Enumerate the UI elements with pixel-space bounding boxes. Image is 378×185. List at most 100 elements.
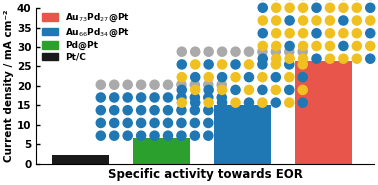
Bar <box>214 105 271 164</box>
Point <box>206 50 212 53</box>
Point <box>165 96 171 99</box>
Point <box>259 50 265 53</box>
Point <box>98 83 104 86</box>
Point <box>206 63 212 66</box>
Point <box>138 83 144 86</box>
Point <box>286 76 292 79</box>
Point <box>273 32 279 35</box>
Point <box>179 101 185 104</box>
Point <box>125 134 131 137</box>
Point <box>354 6 360 9</box>
Point <box>259 88 265 91</box>
Point <box>340 6 346 9</box>
Point <box>232 88 239 91</box>
Point <box>313 6 319 9</box>
Point <box>192 76 198 79</box>
Point <box>206 101 212 104</box>
Point <box>192 101 198 104</box>
Point <box>354 32 360 35</box>
Bar <box>133 138 190 164</box>
Point <box>367 19 373 22</box>
Point <box>367 44 373 47</box>
Point <box>178 109 184 112</box>
Point <box>313 44 319 47</box>
Point <box>152 83 158 86</box>
Point <box>273 19 279 22</box>
Point <box>192 83 198 86</box>
Point <box>273 57 279 60</box>
Point <box>286 63 292 66</box>
Point <box>300 63 306 66</box>
Point <box>165 122 171 125</box>
Point <box>111 109 117 112</box>
Point <box>138 122 144 125</box>
Point <box>287 44 293 47</box>
Point <box>219 134 225 137</box>
Point <box>367 57 373 60</box>
Point <box>125 96 131 99</box>
Point <box>340 32 346 35</box>
Point <box>259 63 265 66</box>
Point <box>286 50 292 53</box>
Point <box>178 83 184 86</box>
Point <box>232 76 239 79</box>
Point <box>287 57 293 60</box>
Point <box>259 101 265 104</box>
Point <box>327 6 333 9</box>
Point <box>260 6 266 9</box>
Point <box>246 88 252 91</box>
Point <box>232 50 239 53</box>
Point <box>192 50 198 53</box>
Point <box>286 88 292 91</box>
Point <box>111 96 117 99</box>
Point <box>273 101 279 104</box>
Point <box>138 109 144 112</box>
Point <box>273 88 279 91</box>
Point <box>219 101 225 104</box>
Point <box>354 57 360 60</box>
Point <box>300 50 306 53</box>
Point <box>98 122 104 125</box>
Point <box>246 101 252 104</box>
Point <box>260 44 266 47</box>
Point <box>219 83 225 86</box>
Point <box>340 57 346 60</box>
Point <box>273 63 279 66</box>
Point <box>287 32 293 35</box>
Point <box>259 76 265 79</box>
Point <box>125 109 131 112</box>
Point <box>125 122 131 125</box>
Point <box>152 134 158 137</box>
Point <box>300 88 306 91</box>
Point <box>192 63 198 66</box>
Point <box>178 134 184 137</box>
Point <box>219 109 225 112</box>
Legend: Au$_{73}$Pd$_{27}$@Pt, Au$_{66}$Pd$_{34}$@Pt, Pd@Pt, Pt/C: Au$_{73}$Pd$_{27}$@Pt, Au$_{66}$Pd$_{34}… <box>41 11 131 62</box>
Point <box>287 6 293 9</box>
Point <box>192 109 198 112</box>
Point <box>178 122 184 125</box>
Point <box>111 83 117 86</box>
Point <box>232 63 239 66</box>
Point <box>219 63 225 66</box>
Point <box>260 57 266 60</box>
Point <box>165 134 171 137</box>
Point <box>152 109 158 112</box>
X-axis label: Specific activity towards EOR: Specific activity towards EOR <box>108 168 302 181</box>
Point <box>219 50 225 53</box>
Point <box>246 63 252 66</box>
Point <box>313 32 319 35</box>
Point <box>98 109 104 112</box>
Point <box>313 19 319 22</box>
Point <box>327 32 333 35</box>
Point <box>300 44 306 47</box>
Point <box>179 88 185 91</box>
Point <box>219 76 225 79</box>
Point <box>300 76 306 79</box>
Point <box>287 19 293 22</box>
Point <box>205 134 211 137</box>
Point <box>192 134 198 137</box>
Point <box>111 134 117 137</box>
Point <box>219 122 225 125</box>
Point <box>327 44 333 47</box>
